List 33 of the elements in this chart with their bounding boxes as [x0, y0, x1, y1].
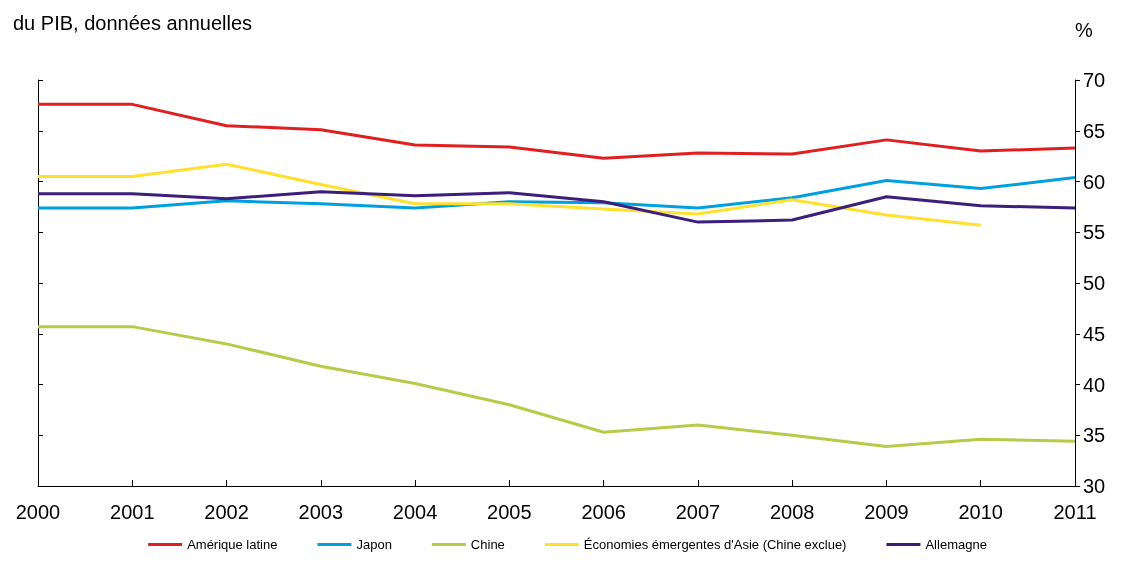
x-tick-label: 2002 — [204, 501, 249, 523]
y-tick-label: 70 — [1083, 69, 1106, 91]
chart-title: du PIB, données annuelles — [13, 12, 253, 34]
y-tick-label: 50 — [1083, 272, 1106, 294]
y-tick-label: 60 — [1083, 170, 1106, 193]
line-series — [36, 102, 1077, 160]
y-tick-label: 45 — [1083, 322, 1106, 345]
x-tick-label: 2009 — [864, 501, 909, 523]
y-axis-title: % — [1075, 19, 1093, 41]
line-series — [36, 190, 1077, 224]
y-tick-label: 35 — [1083, 424, 1106, 447]
line-series — [36, 175, 1077, 210]
x-tick-label: 2007 — [675, 501, 721, 523]
x-tick-label: 2006 — [581, 501, 626, 523]
x-tick-label: 2004 — [392, 501, 438, 523]
x-tick-label: 2005 — [487, 501, 532, 523]
x-tick-label: 2008 — [769, 501, 815, 523]
legend-label: Amérique latine — [187, 537, 278, 552]
x-tick-label: 2001 — [110, 501, 155, 523]
y-tick-label: 55 — [1083, 221, 1106, 244]
x-tick-label: 2000 — [15, 501, 61, 523]
line-series — [36, 162, 983, 227]
y-tick-label: 40 — [1083, 373, 1106, 396]
x-tick-label: 2003 — [298, 501, 344, 523]
legend-label: Économies émergentes d'Asie (Chine exclue) — [583, 537, 847, 552]
y-tick-label: 65 — [1083, 119, 1106, 142]
x-tick-label: 2011 — [1053, 501, 1097, 523]
legend-label: Allemagne — [925, 537, 987, 552]
legend-label: Chine — [470, 537, 505, 552]
line-series — [36, 325, 1077, 448]
legend-label: Japon — [356, 537, 392, 552]
x-tick-label: 2010 — [958, 501, 1003, 523]
y-tick-label: 30 — [1083, 475, 1106, 497]
